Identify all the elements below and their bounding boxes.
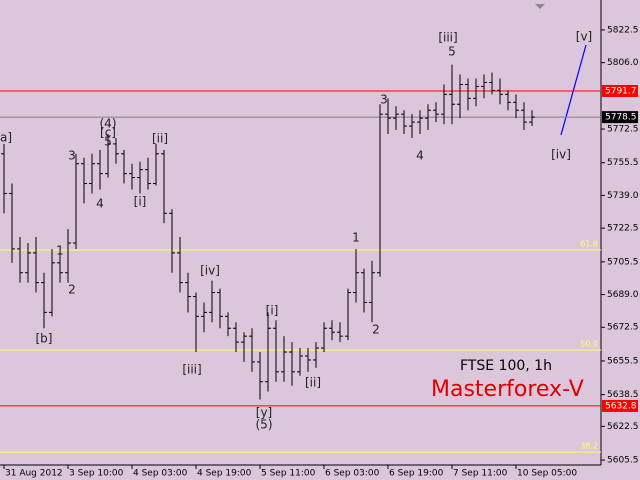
wave-label: 1 [352,231,360,245]
y-tick-label: 5622.5 [607,422,639,432]
y-tick-label: 5755.5 [607,158,639,168]
y-tick-label: 5638.5 [607,390,639,400]
price-box-label: 5778.5 [605,113,637,123]
wave-label: (5) [256,418,273,432]
wave-label: [iii] [438,31,457,45]
price-box-label: 5791.7 [605,86,637,96]
y-tick-label: 5822.5 [607,25,639,35]
x-tick-label: 5 Sep 11:00 [261,469,316,479]
wave-label: 4 [96,197,104,211]
x-tick-label: 3 Sep 10:00 [69,469,124,479]
wave-label: 5 [104,135,112,149]
wave-label: [c] [100,126,116,140]
y-tick-label: 5689.0 [607,290,639,300]
fib-label: 38.2 [580,442,598,451]
price-box [602,399,638,412]
y-tick-label: 5772.5 [607,125,639,135]
wave-label: [y] [256,406,272,420]
shift-marker [535,4,545,9]
x-tick-label: 4 Sep 03:00 [133,469,188,479]
wave-label: 3 [68,149,76,163]
wave-label: [ii] [152,132,168,146]
y-tick-label: 5705.5 [607,257,639,267]
wave-label: 2 [68,283,76,297]
x-tick-label: 7 Sep 11:00 [453,469,508,479]
forecast-line [560,44,587,136]
fib-label: 50.0 [580,340,598,349]
wave-label: [i] [266,304,279,318]
price-box [602,111,638,124]
wave-label: 1 [56,244,64,258]
price-box [602,84,638,97]
wave-label: 2 [372,323,380,337]
wave-label: [iii] [182,363,201,377]
y-tick-label: 5806.0 [607,58,639,68]
wave-label: 3 [380,93,388,107]
y-tick-label: 5722.5 [607,224,639,234]
x-tick-label: 31 Aug 2012 [5,469,63,479]
y-tick-label: 5672.5 [607,323,639,333]
instrument-label: FTSE 100, 1h [460,358,552,374]
x-tick-label: 6 Sep 03:00 [325,469,380,479]
wave-label: a] [0,131,12,145]
wave-label: [ii] [305,376,321,390]
wave-label: [iv] [200,264,220,278]
y-tick-label: 5655.5 [607,356,639,366]
brand-label: Masterforex-V [431,377,584,402]
x-tick-label: 4 Sep 19:00 [197,469,252,479]
wave-label: 4 [416,149,424,163]
x-tick-label: 6 Sep 19:00 [389,469,444,479]
wave-label: (4) [100,117,117,131]
wave-label: [iv] [551,148,571,162]
wave-label: 5 [448,45,456,59]
price-box-label: 5632.8 [605,401,637,411]
y-tick-label: 5605.5 [607,456,639,466]
x-tick-label: 10 Sep 05:00 [517,469,577,479]
wave-label: [b] [36,332,53,346]
wave-label: [v] [576,30,592,44]
wave-label: [i] [134,195,147,209]
y-tick-label: 5739.0 [607,191,639,201]
fib-label: 61.8 [580,239,598,248]
